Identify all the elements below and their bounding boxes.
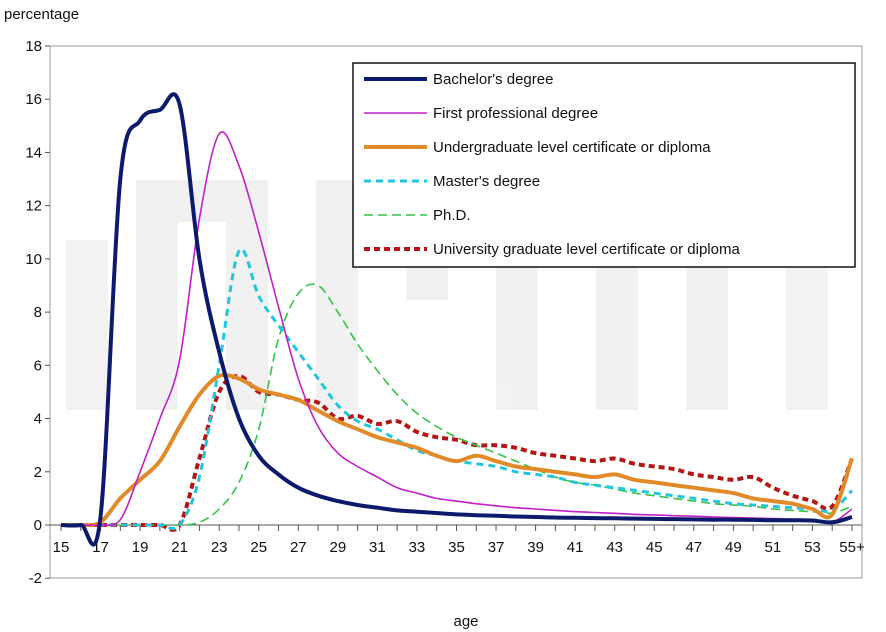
series-line-3 [60, 372, 854, 528]
y-tick-label: -2 [29, 570, 42, 587]
y-tick-label: 10 [25, 251, 42, 268]
y-tick-label: 14 [25, 144, 42, 161]
x-tick-label: 35 [448, 539, 465, 556]
y-tick-label: 6 [34, 357, 42, 374]
y-tick-label: 16 [25, 91, 42, 108]
y-tick-label: 2 [34, 464, 42, 481]
series-line-6 [61, 374, 854, 532]
y-tick-label: 12 [25, 198, 42, 215]
x-tick-label: 29 [330, 539, 347, 556]
y-tick-label: 8 [34, 304, 42, 321]
x-axis-label: age [453, 613, 478, 630]
series-line-5 [61, 283, 853, 526]
x-tick-label: 19 [132, 539, 149, 556]
x-tick-label: 51 [765, 539, 782, 556]
legend-label: University graduate level certificate or… [433, 241, 740, 258]
legend-label: First professional degree [433, 105, 598, 122]
x-tick-label: 27 [290, 539, 307, 556]
legend-box [352, 62, 856, 268]
x-tick-label: 55+ [839, 539, 865, 556]
x-tick-label: 45 [646, 539, 663, 556]
x-tick-label: 39 [527, 539, 544, 556]
x-tick-label: 33 [409, 539, 426, 556]
x-tick-label: 49 [725, 539, 742, 556]
series-group [60, 92, 854, 547]
x-tick-label: 25 [250, 539, 267, 556]
x-tick-label: 37 [488, 539, 505, 556]
y-tick-label: 4 [34, 411, 42, 428]
x-tick-label: 47 [685, 539, 702, 556]
y-axis-label: percentage [4, 6, 79, 23]
x-tick-label: 23 [211, 539, 228, 556]
legend-label: Undergraduate level certificate or diplo… [433, 139, 711, 156]
x-tick-label: 53 [804, 539, 821, 556]
legend-label: Bachelor's degree [433, 71, 553, 88]
y-tick-label: 18 [25, 38, 42, 55]
series-line-4 [61, 247, 854, 531]
series-line-1 [60, 92, 853, 547]
x-tick-label: 41 [567, 539, 584, 556]
x-tick-label: 31 [369, 539, 386, 556]
legend: Bachelor's degree First professional degr… [352, 62, 856, 268]
x-tick-label: 43 [606, 539, 623, 556]
legend-label: Ph.D. [433, 207, 471, 224]
series-line-2 [61, 131, 853, 527]
x-tick-label: 15 [53, 539, 70, 556]
y-tick-label: 0 [34, 517, 42, 534]
x-tick-label: 21 [171, 539, 188, 556]
legend-label: Master's degree [433, 173, 540, 190]
